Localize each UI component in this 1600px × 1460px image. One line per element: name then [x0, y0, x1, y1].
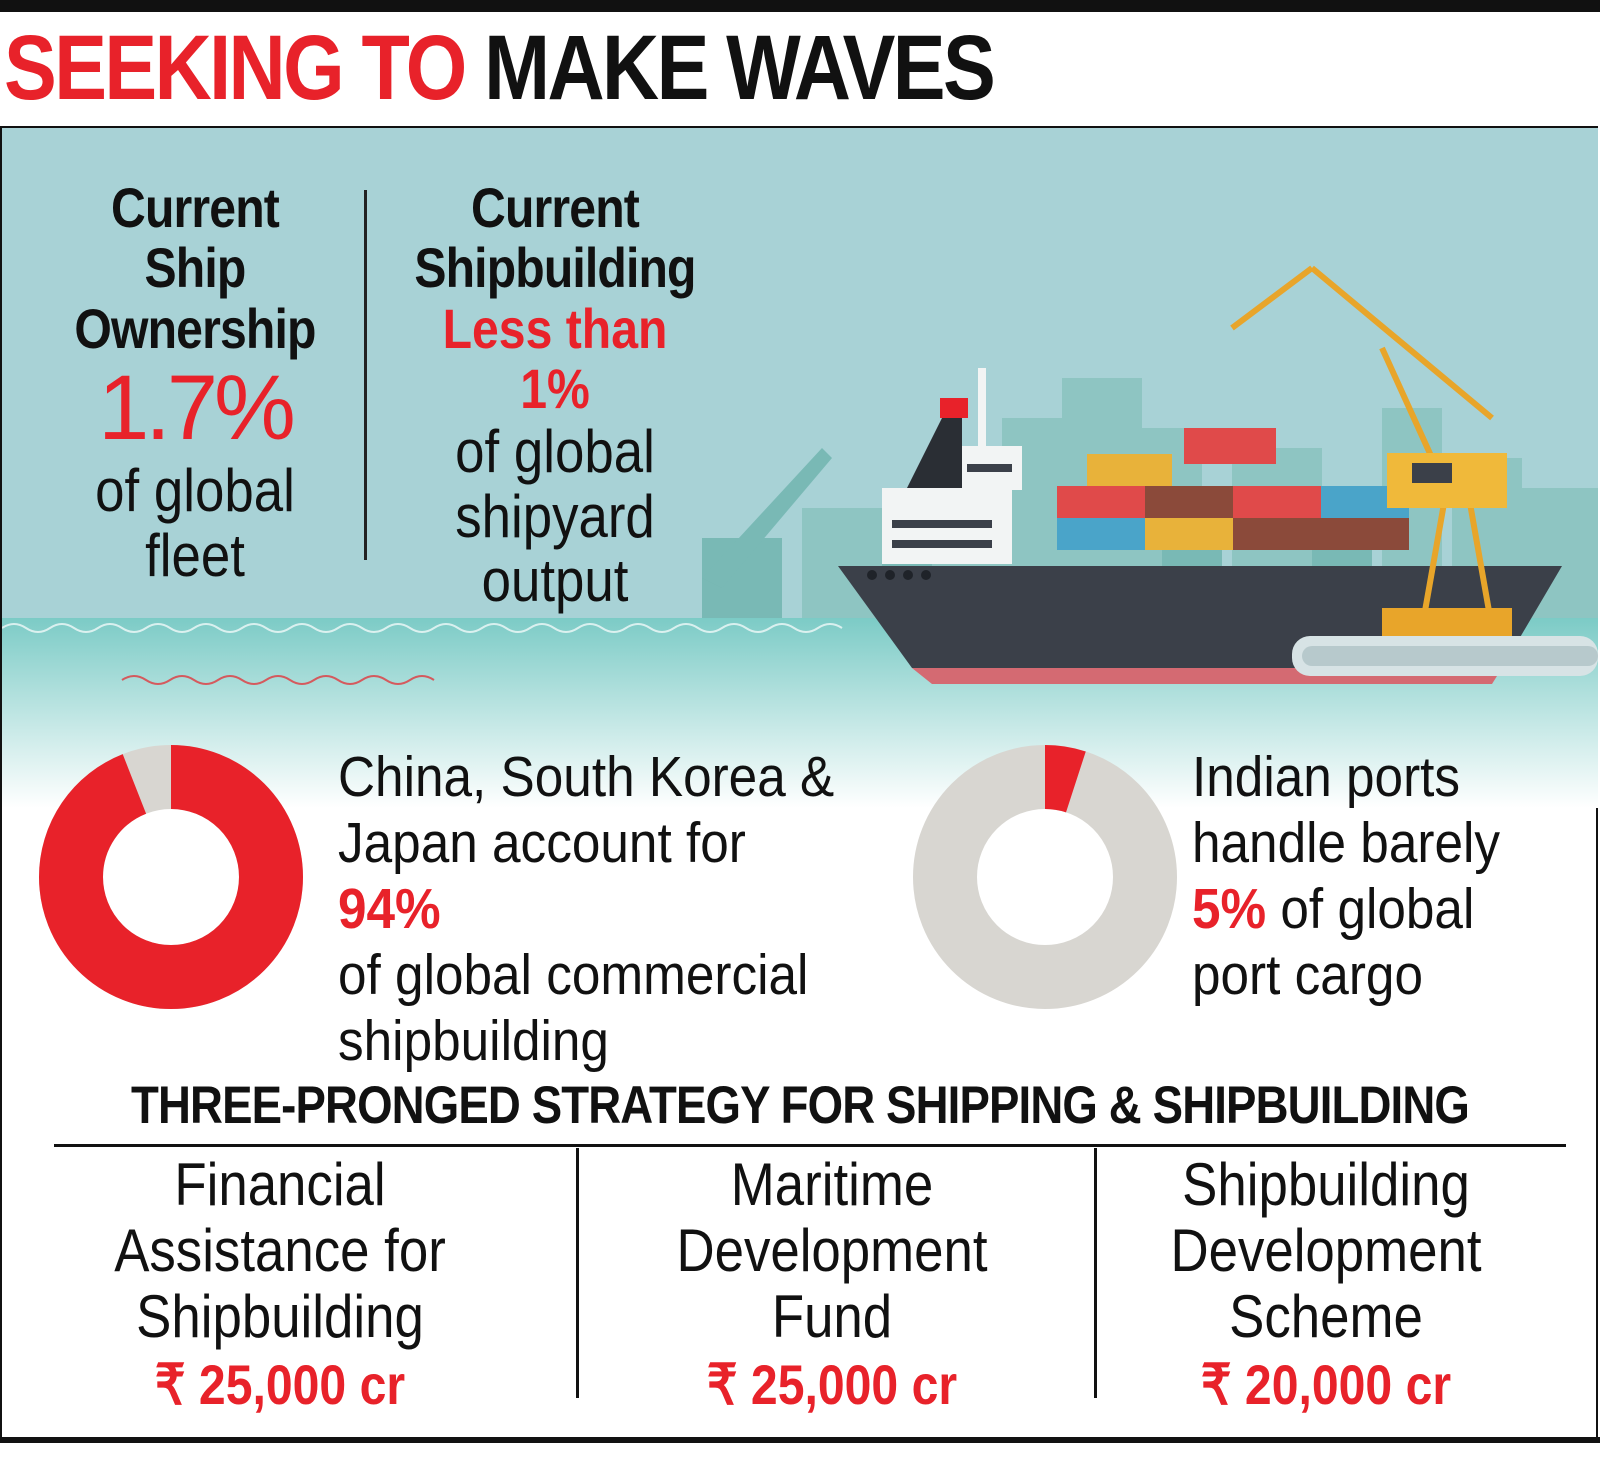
- donut-94-line-2: Japan account for 94%: [338, 810, 842, 942]
- shipbuilding-desc-line-1: of global: [455, 417, 655, 485]
- shipbuilding-desc-line-2: shipyard: [455, 482, 655, 550]
- title-red-part: SEEKING TO: [4, 17, 467, 119]
- strategy-rule: [54, 1144, 1566, 1147]
- donut-94-line-3: of global commercial: [338, 943, 809, 1007]
- ownership-heading-line-1: Current: [111, 176, 280, 239]
- donut-5-line-4: port cargo: [1192, 943, 1423, 1007]
- strategy-item-maritime-fund: Maritime Development Fund ₹ 25,000 cr: [572, 1152, 1092, 1420]
- strategy-item-line-1: Financial: [174, 1151, 386, 1218]
- ownership-heading-line-3: Ownership: [74, 296, 316, 360]
- strategy-item-line-3: Fund: [771, 1283, 893, 1350]
- strategy-divider-2: [1094, 1148, 1097, 1398]
- donut-5-line-2: handle barely: [1192, 811, 1501, 875]
- ownership-heading-line-2: Ship: [144, 236, 247, 300]
- donut-94-segment: [39, 745, 303, 1009]
- ownership-desc-line-1: of global: [95, 456, 295, 524]
- ownership-value: 1.7%: [98, 357, 296, 460]
- donut-94-chart: [39, 745, 303, 1009]
- strategy-item-amount: ₹ 20,000 cr: [1200, 1353, 1452, 1416]
- harbour-illustration: [2, 128, 1598, 808]
- title-black-part: MAKE WAVES: [484, 17, 996, 119]
- ownership-desc-line-2: fleet: [145, 521, 245, 589]
- strategy-item-line-2: Development: [676, 1217, 988, 1284]
- top-rule: [0, 0, 1600, 12]
- donut-5-chart: [913, 745, 1177, 1009]
- shipbuilding-heading-line-2: Shipbuilding: [414, 236, 696, 300]
- shipbuilding-stat: Current Shipbuilding Less than 1% of glo…: [385, 176, 725, 615]
- donut-94-caption: China, South Korea & Japan account for 9…: [338, 744, 842, 1074]
- strategy-item-shipbuilding-scheme: Shipbuilding Development Scheme ₹ 20,000…: [1066, 1152, 1586, 1420]
- strategy-item-line-2: Development: [1170, 1217, 1482, 1284]
- donut-94-line-4: shipbuilding: [338, 1009, 609, 1073]
- strategy-item-line-3: Shipbuilding: [136, 1283, 424, 1350]
- donut-5-highlight: 5%: [1192, 877, 1267, 941]
- donut-94-line-2a: Japan account for: [338, 811, 746, 875]
- strategy-item-line-2: Assistance for: [114, 1217, 446, 1284]
- shipbuilding-value: Less than 1%: [442, 296, 668, 421]
- donut-5-caption: Indian ports handle barely 5% of global …: [1192, 744, 1552, 1008]
- bottom-rule: [0, 1437, 1600, 1443]
- stat-divider: [364, 190, 367, 560]
- strategy-divider-1: [576, 1148, 579, 1398]
- donut-5-line-3b: of global: [1266, 877, 1475, 941]
- donut-5-line-3: 5% of global: [1192, 876, 1552, 942]
- strategy-item-line-3: Scheme: [1229, 1283, 1423, 1350]
- strategy-item-line-1: Maritime: [730, 1151, 934, 1218]
- strategy-item-amount: ₹ 25,000 cr: [154, 1353, 406, 1416]
- donut-94-highlight: 94%: [338, 877, 441, 941]
- strategy-title: THREE-PRONGED STRATEGY FOR SHIPPING & SH…: [130, 1076, 1470, 1135]
- strategy-item-amount: ₹ 25,000 cr: [706, 1353, 958, 1416]
- donut-5-line-1: Indian ports: [1192, 745, 1461, 809]
- strategy-item-line-1: Shipbuilding: [1182, 1151, 1470, 1218]
- donut-94-line-1: China, South Korea &: [338, 745, 835, 809]
- shipbuilding-heading-line-1: Current: [471, 176, 640, 239]
- strategy-item-financial-assistance: Financial Assistance for Shipbuilding ₹ …: [20, 1152, 540, 1420]
- donut-5-segment: [913, 745, 1177, 1009]
- ownership-stat: Current Ship Ownership 1.7% of global fl…: [40, 176, 350, 589]
- page-title: SEEKING TO MAKE WAVES: [4, 17, 996, 119]
- shipbuilding-desc-line-3: output: [481, 547, 629, 615]
